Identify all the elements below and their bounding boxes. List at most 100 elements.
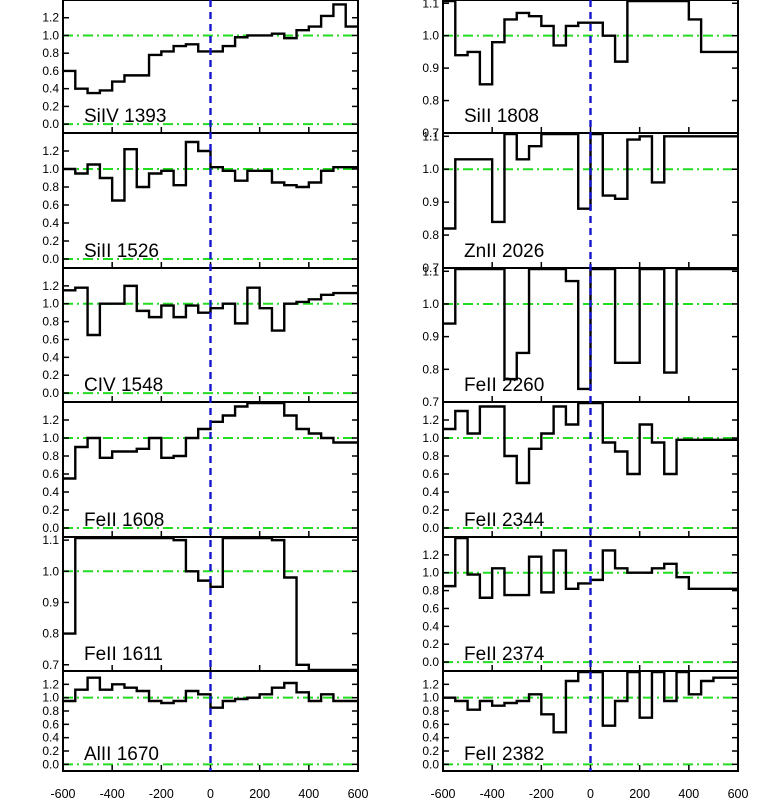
y-tick-label: 0.6	[422, 467, 439, 481]
y-tick-label: 0.8	[422, 449, 439, 463]
y-tick-label: 0.0	[42, 117, 59, 131]
panel-label: SiII 1808	[464, 106, 539, 127]
y-tick-label: 0.9	[42, 595, 59, 609]
panel-label: CIV 1548	[84, 375, 163, 396]
y-tick-label: 0.2	[42, 744, 59, 758]
panel-1-1: 0.0 0.2 0.4 0.6 0.8 1.0 1.2 SiIV 1393	[42, 0, 359, 134]
panel-label: FeII 2260	[464, 375, 544, 396]
spectrum-step-line	[63, 676, 358, 709]
y-tick-label: 1.0	[422, 431, 439, 445]
y-tick-label: 0.0	[422, 655, 439, 669]
y-tick-label: 1.0	[42, 431, 59, 445]
y-tick-label: 0.6	[42, 198, 59, 212]
x-tick-label: 200	[629, 787, 650, 801]
y-tick-label: 0.8	[42, 704, 59, 718]
y-tick-label: 0.8	[422, 94, 439, 108]
panel-2-1: 0.7 0.8 0.9 1.0 1.1 SiII 1808	[422, 0, 739, 140]
panel-1-2: 0.0 0.2 0.4 0.6 0.8 1.0 1.2 SiII 1526	[42, 132, 359, 269]
y-tick-label: 0.4	[42, 350, 59, 364]
y-tick-label: 0.6	[42, 717, 59, 731]
y-tick-label: 1.1	[422, 129, 439, 143]
panel-2-6: 0.00.20.40.60.81.01.2 FeII 2382	[422, 670, 739, 772]
x-tick-label: -200	[529, 787, 554, 801]
y-tick-label: 1.2	[42, 11, 59, 25]
y-tick-label: 0.0	[42, 521, 59, 535]
y-tick-label: 0.7	[422, 261, 439, 275]
y-tick-label: 0.0	[422, 521, 439, 535]
x-tick-label: -200	[149, 787, 174, 801]
panel-1-4: 0.0 0.2 0.4 0.6 0.8 1.0 1.2 FeII 1608	[42, 401, 359, 538]
spectrum-step-line	[63, 401, 358, 480]
y-tick-label: 0.6	[422, 717, 439, 731]
y-tick-label: 0.6	[42, 64, 59, 78]
panel-label: FeII 2374	[464, 644, 545, 665]
column-2: 0.7 0.8 0.9 1.0 1.1 SiII 1808 0.7 0.8 0.9 1.0 1.1 Z…	[422, 0, 748, 801]
y-tick-label: 0.0	[42, 757, 59, 771]
panel-label: ZnII 2026	[464, 241, 544, 262]
y-tick-label: 1.2	[42, 279, 59, 293]
y-tick-label: 1.1	[422, 264, 439, 278]
y-tick-label: 0.0	[42, 252, 59, 266]
spectrum-step-line	[63, 284, 358, 337]
x-tick-label: 0	[587, 787, 594, 801]
spectrum-step-line	[443, 401, 738, 485]
y-tick-label: 0.8	[42, 315, 59, 329]
y-tick-label: 1.0	[42, 297, 59, 311]
panel-label: SiIV 1393	[84, 106, 166, 127]
y-tick-label: 1.2	[422, 413, 439, 427]
y-tick-label: 0.9	[422, 330, 439, 344]
y-tick-label: 0.2	[422, 744, 439, 758]
y-tick-label: 0.8	[422, 704, 439, 718]
x-tick-label: 0	[207, 787, 214, 801]
y-tick-label: 0.2	[42, 234, 59, 248]
panel-2-5: 0.0 0.2 0.4 0.6 0.8 1.0 1.2 FeII 2374	[422, 536, 739, 672]
y-tick-label: 0.6	[422, 601, 439, 615]
y-tick-label: 1.1	[42, 533, 59, 547]
x-tick-label: 400	[298, 787, 319, 801]
y-tick-label: 1.1	[422, 0, 439, 10]
y-tick-label: 1.0	[42, 28, 59, 42]
y-tick-label: 0.4	[422, 731, 439, 745]
y-tick-label: 1.2	[42, 413, 59, 427]
panel-2-2: 0.7 0.8 0.9 1.0 1.1 ZnII 2026	[422, 129, 739, 275]
x-tick-label: 400	[678, 787, 699, 801]
y-tick-label: 0.8	[42, 46, 59, 60]
y-tick-label: 0.8	[42, 449, 59, 463]
panel-1-5: 0.7 0.8 0.9 1.0 1.1 FeII 1611	[42, 533, 359, 672]
x-tick-label: -600	[430, 787, 455, 801]
panel-1-6: 0.00.20.40.60.81.01.2 AlII 1670	[42, 670, 359, 772]
y-tick-label: 0.8	[42, 180, 59, 194]
panel-2-3: 0.7 0.8 0.9 1.0 1.1 FeII 2260	[422, 264, 739, 409]
y-tick-label: 0.4	[422, 619, 439, 633]
y-tick-label: 0.2	[42, 368, 59, 382]
y-tick-label: 0.7	[42, 658, 59, 672]
panel-label: AlII 1670	[84, 744, 159, 765]
y-tick-label: 0.9	[422, 61, 439, 75]
panel-label: FeII 1608	[84, 510, 164, 531]
y-tick-label: 0.6	[42, 332, 59, 346]
y-tick-label: 1.0	[42, 691, 59, 705]
panel-label: FeII 1611	[84, 644, 163, 665]
y-tick-label: 1.0	[422, 162, 439, 176]
y-tick-label: 0.4	[42, 82, 59, 96]
panel-2-4: 0.0 0.2 0.4 0.6 0.8 1.0 1.2 FeII 2344	[422, 401, 739, 538]
y-tick-label: 0.8	[42, 627, 59, 641]
y-tick-label: 0.2	[422, 637, 439, 651]
y-tick-label: 1.2	[42, 144, 59, 158]
y-tick-label: 0.8	[422, 584, 439, 598]
x-tick-label: -600	[50, 787, 75, 801]
y-tick-label: 0.7	[422, 395, 439, 409]
y-tick-label: 0.4	[42, 216, 59, 230]
y-tick-label: 0.0	[42, 386, 59, 400]
y-tick-label: 0.4	[42, 731, 59, 745]
y-tick-label: 0.2	[42, 99, 59, 113]
y-tick-label: 1.0	[422, 29, 439, 43]
y-tick-label: 1.0	[422, 297, 439, 311]
panel-label: FeII 2344	[464, 510, 545, 531]
y-tick-label: 1.0	[422, 691, 439, 705]
panel-label: SiII 1526	[84, 241, 159, 262]
y-tick-label: 0.4	[42, 485, 59, 499]
x-tick-label: -400	[100, 787, 125, 801]
